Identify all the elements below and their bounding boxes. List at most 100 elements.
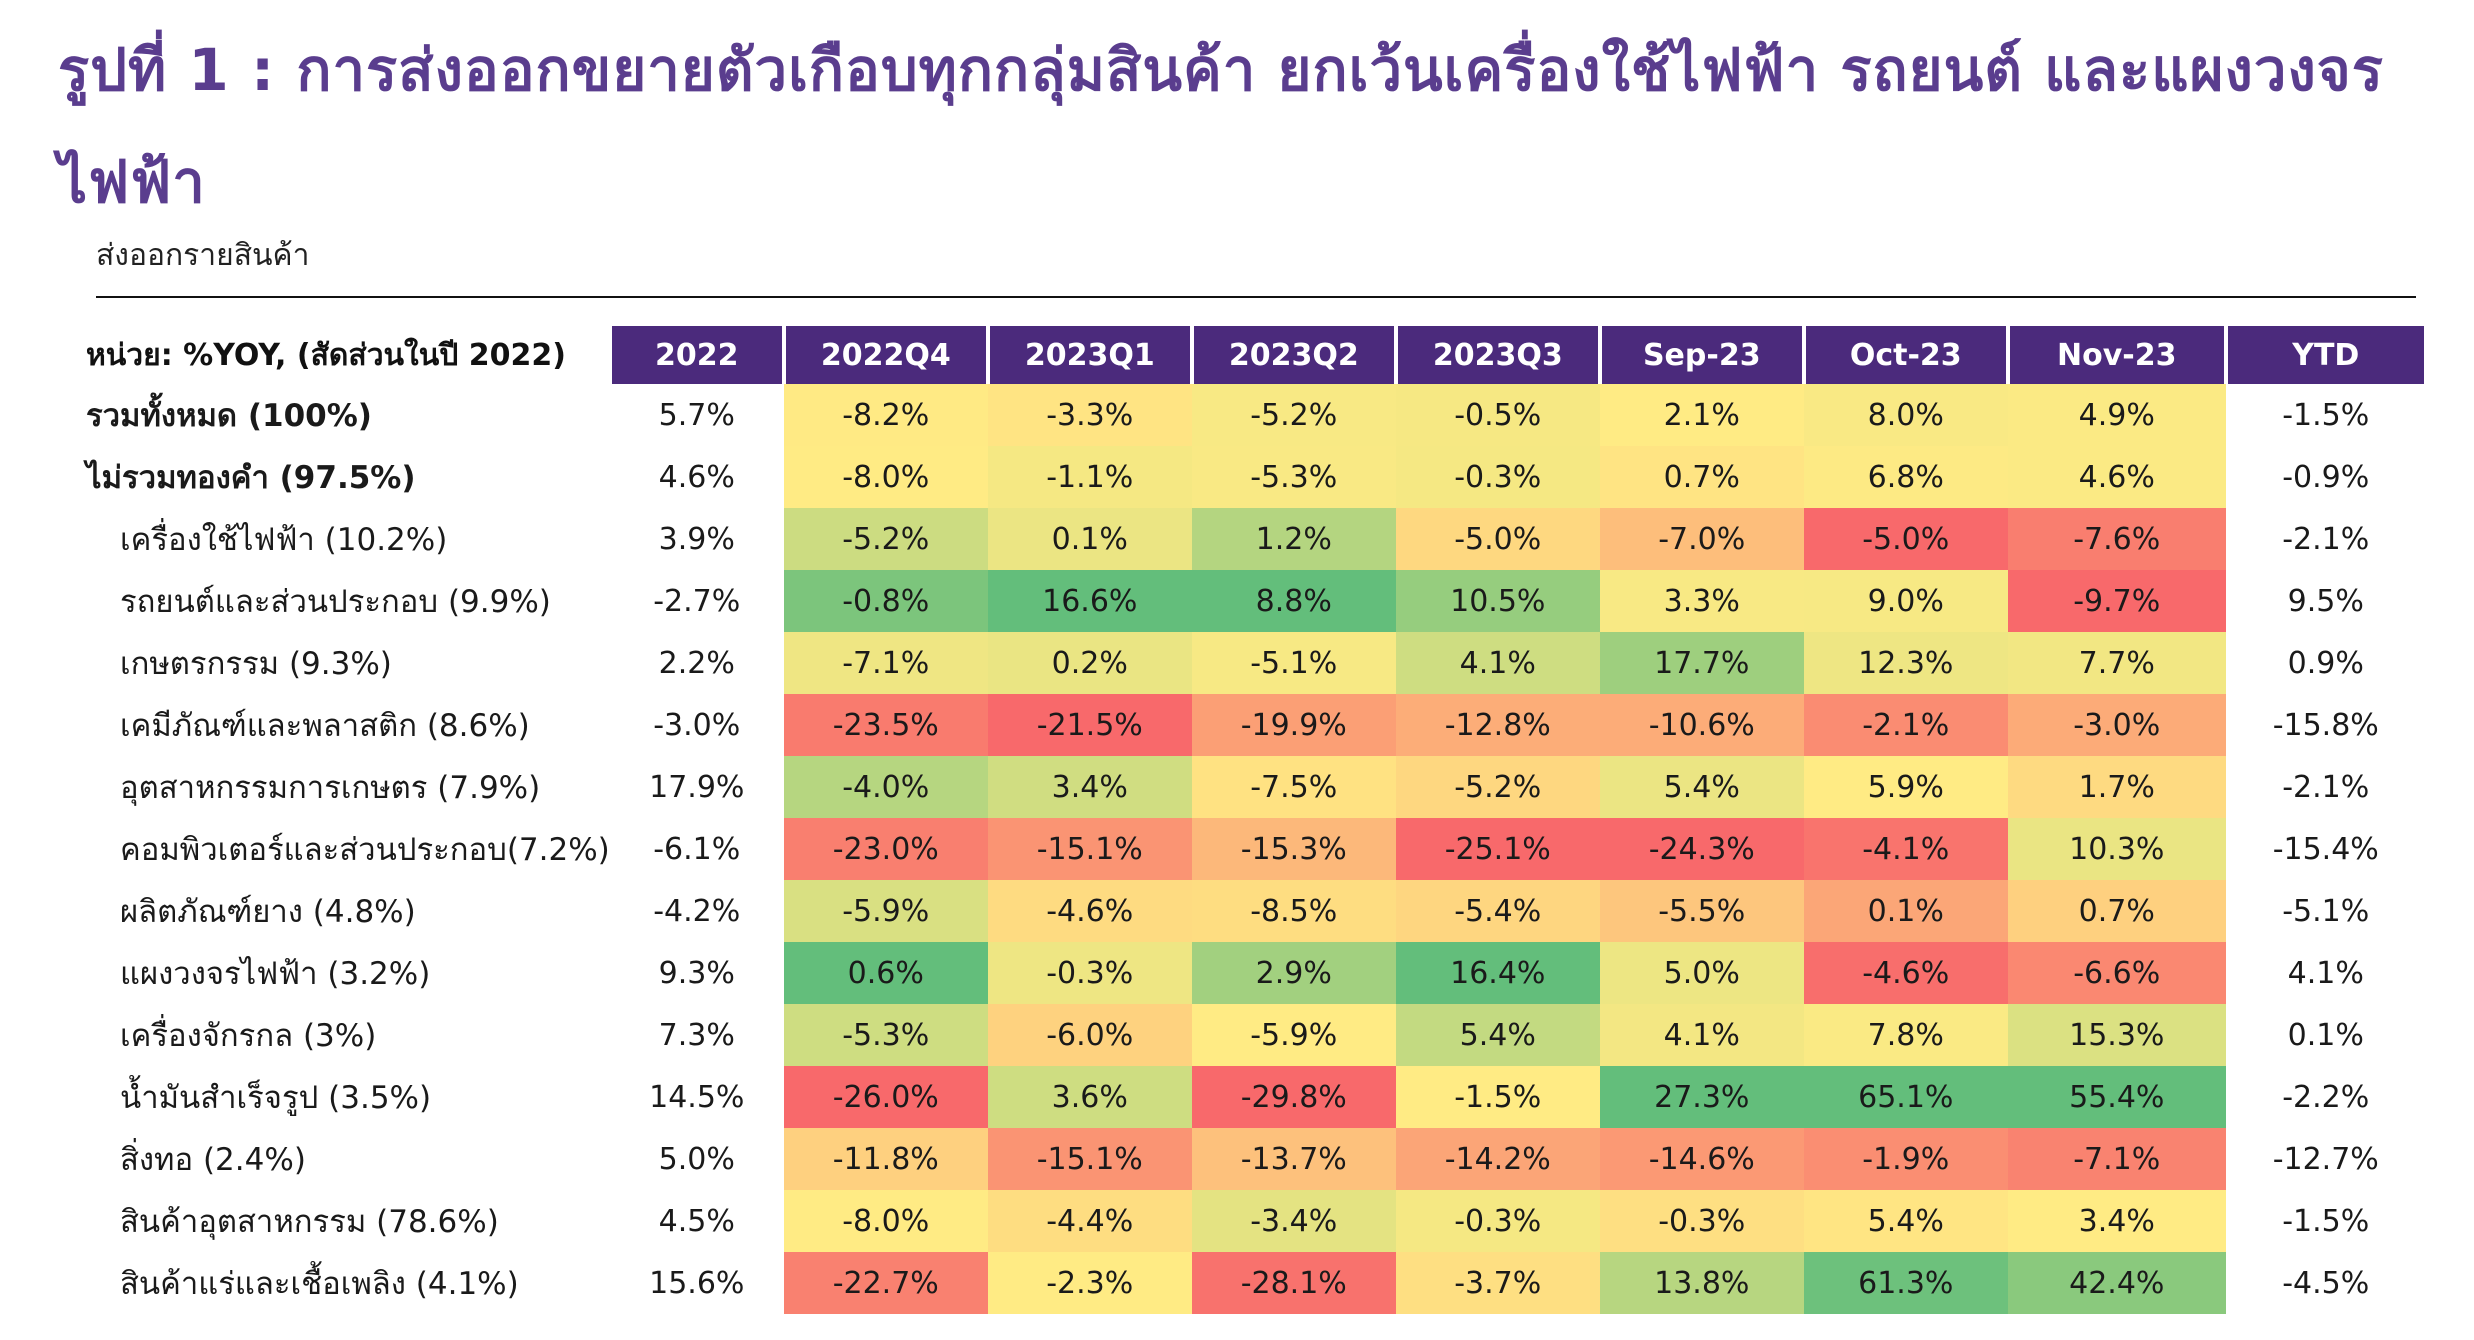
heatmap-cell: 5.0% — [658, 1141, 735, 1177]
row-label: สินค้าแร่และเชื้อเพลิง (4.1%) — [120, 1266, 519, 1302]
heatmap-cell: -0.9% — [2282, 459, 2370, 495]
heatmap-cell: 14.5% — [649, 1079, 745, 1115]
heatmap-cell: -21.5% — [987, 694, 1192, 756]
row-label: สิ่งทอ (2.4%) — [120, 1142, 306, 1178]
column-header: 2022 — [607, 326, 786, 384]
table-row: เคมีภัณฑ์และพลาสติก (8.6%) -3.0% -23.5% -21… — [86, 694, 2426, 756]
heatmap-cell: -5.3% — [1191, 446, 1396, 508]
heatmap-cell: -15.1% — [987, 1128, 1192, 1190]
heatmap-cell: 27.3% — [1599, 1066, 1804, 1128]
heatmap-cell: -29.8% — [1191, 1066, 1396, 1128]
heatmap-cell: -5.3% — [783, 1004, 988, 1066]
heatmap-cell: 2.2% — [658, 645, 735, 681]
heatmap-cell: 0.1% — [1803, 880, 2008, 942]
heatmap-cell: 1.7% — [2007, 756, 2226, 818]
heatmap-cell: 9.0% — [1803, 570, 2008, 632]
heatmap-cell: 10.5% — [1395, 570, 1600, 632]
heatmap-cell: 16.4% — [1395, 942, 1600, 1004]
heatmap-cell: 4.6% — [2007, 446, 2226, 508]
heatmap-cell: -5.9% — [783, 880, 988, 942]
column-header: Sep-23 — [1597, 326, 1806, 384]
heatmap-cell: 4.1% — [2287, 955, 2364, 991]
heatmap-cell: -3.4% — [1191, 1190, 1396, 1252]
heatmap-cell: -7.1% — [783, 632, 988, 694]
heatmap-cell: -2.7% — [653, 583, 741, 619]
heatmap-cell: -5.1% — [2282, 893, 2370, 929]
row-label: ไม่รวมทองคำ (97.5%) — [86, 460, 416, 496]
heatmap-cell: -6.1% — [653, 831, 741, 867]
heatmap-cell: -4.6% — [1803, 942, 2008, 1004]
heatmap-cell: 0.7% — [2007, 880, 2226, 942]
heatmap-cell: -7.0% — [1599, 508, 1804, 570]
heatmap-cell: -19.9% — [1191, 694, 1396, 756]
row-label: คอมพิวเตอร์และส่วนประกอบ(7.2%) — [120, 832, 610, 868]
heatmap-cell: -14.6% — [1599, 1128, 1804, 1190]
heatmap-cell: -8.5% — [1191, 880, 1396, 942]
heatmap-cell: -28.1% — [1191, 1252, 1396, 1314]
heatmap-cell: -26.0% — [783, 1066, 988, 1128]
heatmap-cell: 15.6% — [649, 1265, 745, 1301]
heatmap-cell: 7.3% — [658, 1017, 735, 1053]
heatmap-cell: 2.1% — [1599, 384, 1804, 446]
table-row: สินค้าอุตสาหกรรม (78.6%) 4.5% -8.0% -4.4% -3… — [86, 1190, 2426, 1252]
heatmap-cell: 9.3% — [658, 955, 735, 991]
table-subtitle: ส่งออกรายสินค้า — [96, 238, 310, 273]
heatmap-cell: -15.8% — [2272, 707, 2379, 743]
heatmap-cell: 61.3% — [1803, 1252, 2008, 1314]
heatmap-cell: -23.0% — [783, 818, 988, 880]
heatmap-cell: -14.2% — [1395, 1128, 1600, 1190]
table-row: แผงวงจรไฟฟ้า (3.2%) 9.3% 0.6% -0.3% 2.9% 16.4… — [86, 942, 2426, 1004]
column-header: 2023Q1 — [985, 326, 1194, 384]
table-row: เครื่องใช้ไฟฟ้า (10.2%) 3.9% -5.2% 0.1% 1.2%… — [86, 508, 2426, 570]
column-header: YTD — [2223, 326, 2428, 384]
heatmap-cell: 3.6% — [987, 1066, 1192, 1128]
heatmap-cell: 5.9% — [1803, 756, 2008, 818]
unit-label: หน่วย: %YOY, (สัดส่วนในปี 2022) — [86, 326, 610, 384]
heatmap-cell: 8.8% — [1191, 570, 1396, 632]
heatmap-cell: -4.6% — [987, 880, 1192, 942]
heatmap-cell: -5.2% — [1191, 384, 1396, 446]
heatmap-cell: -4.5% — [2282, 1265, 2370, 1301]
heatmap-cell: -25.1% — [1395, 818, 1600, 880]
heatmap-cell: -2.1% — [2282, 521, 2370, 557]
heatmap-cell: 10.3% — [2007, 818, 2226, 880]
table-row: รวมทั้งหมด (100%) 5.7% -8.2% -3.3% -5.2% -0.5… — [86, 384, 2426, 446]
heatmap-cell: 13.8% — [1599, 1252, 1804, 1314]
heatmap-cell: -15.3% — [1191, 818, 1396, 880]
heatmap-cell: -7.5% — [1191, 756, 1396, 818]
heatmap-cell: 0.7% — [1599, 446, 1804, 508]
heatmap-cell: -8.0% — [783, 1190, 988, 1252]
heatmap-cell: 4.9% — [2007, 384, 2226, 446]
heatmap-cell: -2.1% — [1803, 694, 2008, 756]
heatmap-cell: -3.0% — [653, 707, 741, 743]
heatmap-cell: -0.3% — [1395, 446, 1600, 508]
table-row: เครื่องจักรกล (3%) 7.3% -5.3% -6.0% -5.9% 5.4… — [86, 1004, 2426, 1066]
column-header: 2022Q4 — [781, 326, 990, 384]
heatmap-cell: 1.2% — [1191, 508, 1396, 570]
heatmap-cell: 3.9% — [658, 521, 735, 557]
heatmap-cell: 5.4% — [1599, 756, 1804, 818]
heatmap-cell: 5.4% — [1803, 1190, 2008, 1252]
export-heatmap-table: หน่วย: %YOY, (สัดส่วนในปี 2022) 2022 2022Q… — [86, 326, 2428, 1314]
divider — [96, 296, 2416, 298]
heatmap-cell: -4.2% — [653, 893, 741, 929]
heatmap-cell: -10.6% — [1599, 694, 1804, 756]
heatmap-cell: 0.2% — [987, 632, 1192, 694]
heatmap-cell: 4.6% — [658, 459, 735, 495]
heatmap-cell: 17.7% — [1599, 632, 1804, 694]
heatmap-cell: -4.4% — [987, 1190, 1192, 1252]
heatmap-cell: 16.6% — [987, 570, 1192, 632]
heatmap-cell: -5.5% — [1599, 880, 1804, 942]
heatmap-cell: -3.7% — [1395, 1252, 1600, 1314]
heatmap-cell: -0.5% — [1395, 384, 1600, 446]
heatmap-cell: 0.9% — [2287, 645, 2364, 681]
row-label: เคมีภัณฑ์และพลาสติก (8.6%) — [120, 708, 530, 744]
heatmap-cell: 55.4% — [2007, 1066, 2226, 1128]
heatmap-cell: 17.9% — [649, 769, 745, 805]
heatmap-cell: -5.9% — [1191, 1004, 1396, 1066]
table-row: คอมพิวเตอร์และส่วนประกอบ(7.2%) -6.1% -23.0… — [86, 818, 2426, 880]
heatmap-cell: 5.4% — [1395, 1004, 1600, 1066]
heatmap-cell: -12.7% — [2272, 1141, 2379, 1177]
heatmap-cell: 7.8% — [1803, 1004, 2008, 1066]
heatmap-cell: 3.4% — [987, 756, 1192, 818]
